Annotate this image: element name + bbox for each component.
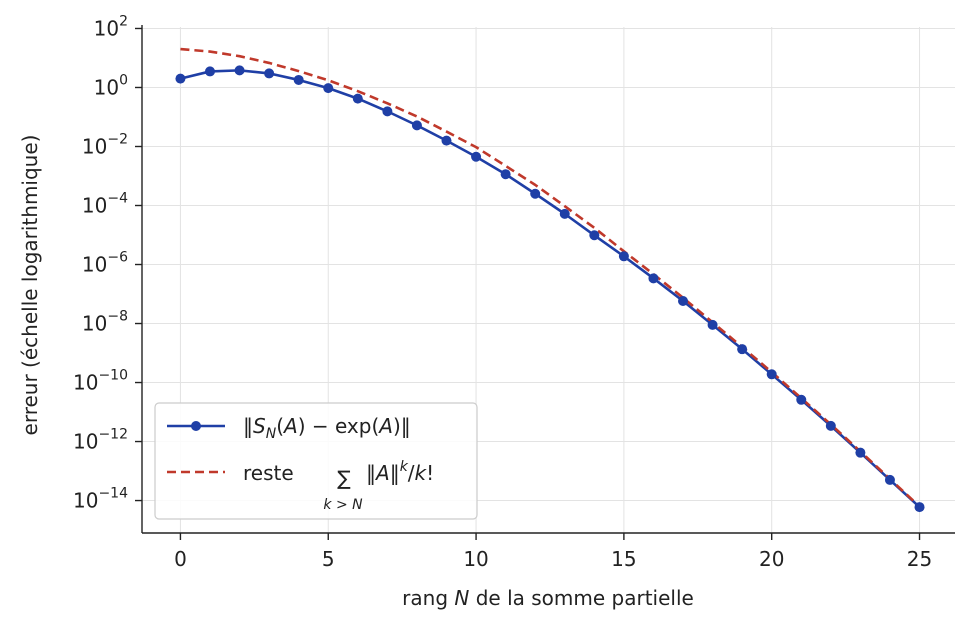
- x-tick-label: 20: [759, 547, 784, 571]
- series-1-point: [500, 169, 511, 180]
- x-tick-label: 25: [907, 547, 932, 571]
- legend-label-2-expr: ‖A‖k/k!: [366, 459, 434, 485]
- series-1-point: [737, 344, 748, 355]
- y-tick-label: 10−10: [73, 368, 128, 395]
- legend-box: [154, 402, 478, 520]
- series-line-2: [180, 47, 921, 508]
- y-tick-label: 10−12: [73, 427, 128, 454]
- legend-label-2-word: reste: [243, 461, 294, 485]
- series-1-point: [707, 319, 718, 330]
- grid: [142, 27, 955, 533]
- series-1-point: [471, 151, 482, 162]
- series-1-point: [530, 188, 541, 199]
- series-1-point: [914, 502, 925, 513]
- series-1-point: [441, 135, 452, 146]
- x-tick-label: 15: [611, 547, 636, 571]
- series-1-point: [382, 106, 393, 117]
- legend-label-1: ‖SN(A) − exp(A)‖: [243, 414, 411, 442]
- series-1-point: [293, 74, 304, 85]
- series-1-point: [411, 120, 422, 131]
- series-1-point: [884, 474, 895, 485]
- y-ticks: 102 100 10−2 10−4 10−6 10−8 10−10 10−12 10−14: [73, 13, 142, 513]
- x-axis-title: rang N de la somme partielle: [402, 586, 694, 610]
- axes: [141, 25, 955, 534]
- y-tick-label: 10−2: [82, 131, 128, 158]
- y-tick-label: 10−6: [82, 250, 128, 277]
- series-1-point: [766, 369, 777, 380]
- legend: ‖SN(A) − exp(A)‖ reste ∑ k > N ‖A‖k/k!: [154, 402, 478, 520]
- series-1-point: [796, 394, 807, 405]
- y-tick-label: 10−4: [82, 191, 128, 218]
- series-1-point: [264, 68, 275, 79]
- series-1-point: [559, 208, 570, 219]
- legend-label-2-sub: k > N: [323, 497, 363, 513]
- series-1-point: [323, 83, 334, 94]
- y-tick-label: 10−8: [82, 309, 128, 336]
- x-ticks: 0 5 10 15 20 25: [174, 533, 932, 571]
- y-axis-title: erreur (échelle logarithmique): [18, 135, 42, 436]
- y-tick-label: 10−14: [73, 486, 128, 513]
- x-tick-label: 5: [322, 547, 335, 571]
- series-1-point: [175, 73, 186, 84]
- series-1-point: [648, 273, 659, 284]
- series-1-point: [678, 295, 689, 306]
- x-tick-label: 0: [174, 547, 187, 571]
- series-layer: [175, 47, 925, 513]
- legend-label-2-sum: ∑: [337, 466, 351, 490]
- series-1-point: [618, 251, 629, 262]
- series-1-point: [855, 447, 866, 458]
- y-tick-label: 100: [94, 72, 128, 99]
- series-1-point: [204, 66, 215, 77]
- series-1-point: [589, 230, 600, 241]
- x-tick-label: 10: [463, 547, 488, 571]
- series-1-point: [825, 420, 836, 431]
- series-1-point: [352, 93, 363, 104]
- legend-marker-1: [191, 421, 201, 431]
- series-1-point: [234, 65, 245, 76]
- y-tick-label: 102: [94, 13, 128, 40]
